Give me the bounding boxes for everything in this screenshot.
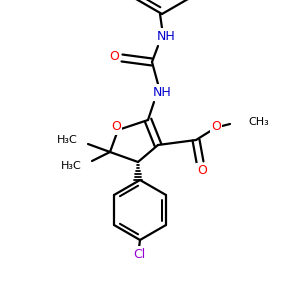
Text: O: O [197,164,207,178]
Text: H₃C: H₃C [61,161,82,171]
Text: NH: NH [153,85,171,98]
Text: CH₃: CH₃ [248,117,269,127]
Text: O: O [211,119,221,133]
Text: NH: NH [157,29,175,43]
Text: O: O [111,121,121,134]
Text: O: O [109,50,119,62]
Text: H₃C: H₃C [57,135,78,145]
Text: Cl: Cl [133,248,145,260]
